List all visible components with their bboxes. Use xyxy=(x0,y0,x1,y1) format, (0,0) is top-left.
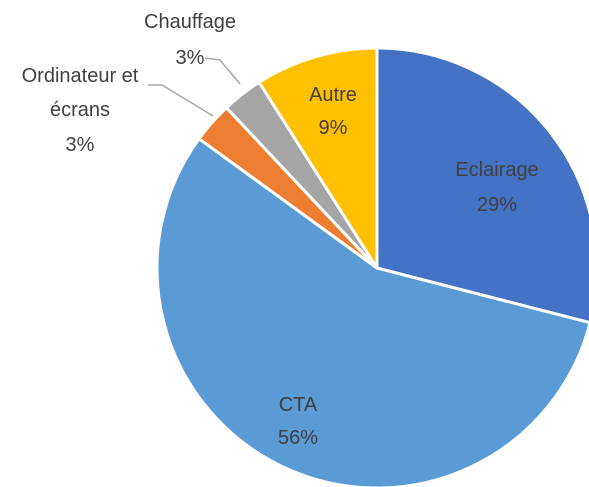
category-label: Eclairage xyxy=(455,159,539,181)
category-label: Chauffage xyxy=(144,11,236,33)
value-label: 29% xyxy=(476,194,518,216)
pie-slice xyxy=(155,137,589,487)
leader-line xyxy=(204,57,241,85)
leader-line xyxy=(148,84,214,117)
category-label: CTA xyxy=(278,394,318,416)
value-label: 9% xyxy=(318,117,348,139)
pie-slice xyxy=(375,46,589,324)
value-label: 3% xyxy=(175,47,205,69)
value-label: 56% xyxy=(277,427,319,449)
value-label: 3% xyxy=(65,134,95,156)
category-label: Ordinateur et écrans xyxy=(21,65,139,121)
category-label: Autre xyxy=(309,84,357,106)
pie-slice xyxy=(257,46,379,270)
